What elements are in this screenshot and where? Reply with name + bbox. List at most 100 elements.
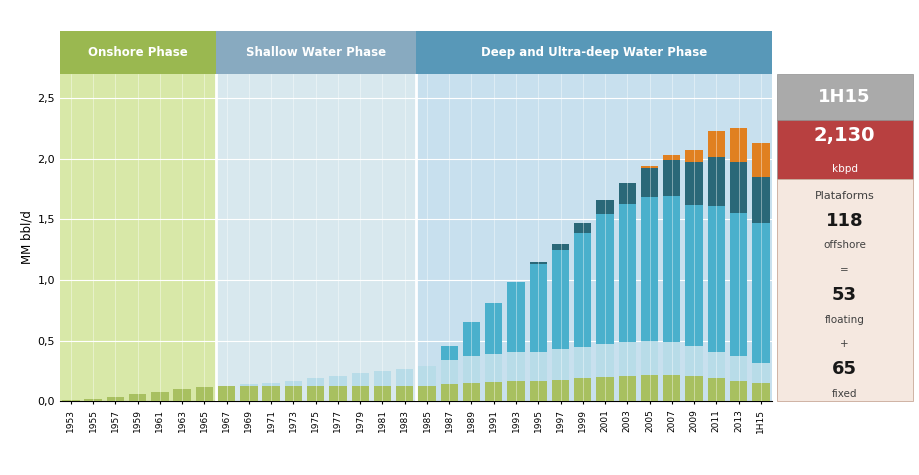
Bar <box>418 366 436 386</box>
Bar <box>415 31 772 74</box>
Bar <box>777 179 913 401</box>
Bar <box>551 244 569 250</box>
Bar <box>641 341 658 375</box>
Bar <box>686 376 703 401</box>
Text: =: = <box>840 265 849 275</box>
Bar <box>263 386 280 401</box>
Bar <box>777 120 913 179</box>
Bar <box>285 386 302 401</box>
Bar <box>529 352 547 381</box>
Text: 118: 118 <box>826 211 863 229</box>
Bar <box>352 386 369 401</box>
Bar <box>396 386 414 401</box>
Bar <box>777 74 913 120</box>
Bar <box>218 386 235 401</box>
Bar <box>596 200 614 214</box>
Bar <box>730 381 747 401</box>
Bar <box>352 373 369 386</box>
Bar <box>440 384 458 401</box>
Bar <box>618 183 636 203</box>
Bar <box>60 74 216 401</box>
Bar <box>307 386 324 401</box>
Text: 65: 65 <box>832 360 857 378</box>
Bar <box>107 397 124 401</box>
Text: offshore: offshore <box>823 240 866 250</box>
Bar <box>664 196 680 342</box>
Bar <box>551 380 569 401</box>
Bar <box>664 160 680 196</box>
Bar <box>216 31 416 74</box>
Bar <box>708 206 725 352</box>
Bar <box>551 250 569 349</box>
Bar <box>752 143 769 177</box>
Bar <box>730 128 747 162</box>
Bar <box>329 376 346 386</box>
Text: 1H15: 1H15 <box>818 87 871 105</box>
Bar <box>686 150 703 162</box>
Bar <box>708 131 725 157</box>
Text: kbpd: kbpd <box>832 164 857 174</box>
Bar <box>752 177 769 223</box>
Y-axis label: MM bbl/d: MM bbl/d <box>20 210 33 265</box>
Bar <box>440 345 458 360</box>
Bar <box>485 303 503 354</box>
Bar <box>463 383 480 401</box>
Bar <box>641 168 658 198</box>
Bar <box>730 356 747 381</box>
Bar <box>574 378 592 401</box>
Bar <box>374 386 391 401</box>
Bar <box>730 162 747 213</box>
Bar <box>463 356 480 383</box>
Bar <box>418 386 436 401</box>
Bar <box>752 383 769 401</box>
Bar <box>129 394 146 401</box>
Text: Onshore Phase: Onshore Phase <box>87 46 187 59</box>
Bar <box>596 344 614 377</box>
Bar <box>708 352 725 378</box>
Bar <box>574 347 592 378</box>
Bar <box>152 392 168 401</box>
Bar <box>307 378 324 386</box>
Bar <box>686 205 703 345</box>
Bar <box>507 381 525 401</box>
Text: +: + <box>840 340 849 350</box>
Text: 2,130: 2,130 <box>814 126 875 145</box>
Bar <box>285 381 302 386</box>
Text: 53: 53 <box>832 286 857 304</box>
Bar <box>574 223 592 233</box>
Bar <box>752 223 769 362</box>
Bar <box>196 387 213 401</box>
Bar <box>596 214 614 344</box>
Bar <box>415 74 772 401</box>
Bar <box>440 360 458 384</box>
Bar <box>730 213 747 356</box>
Bar <box>529 381 547 401</box>
Text: Plataforms: Plataforms <box>814 191 875 201</box>
Text: Shallow Water Phase: Shallow Water Phase <box>245 46 386 59</box>
Bar <box>641 198 658 341</box>
Bar <box>329 386 346 401</box>
Bar <box>60 31 216 74</box>
Bar <box>374 371 391 386</box>
Bar <box>463 323 480 356</box>
Bar <box>664 375 680 401</box>
Bar <box>664 342 680 375</box>
Bar <box>485 382 503 401</box>
Bar <box>686 345 703 376</box>
Bar <box>396 369 414 386</box>
Bar <box>240 386 257 401</box>
Bar <box>708 378 725 401</box>
Bar <box>240 384 257 386</box>
Bar <box>686 162 703 205</box>
Bar <box>529 264 547 352</box>
Bar <box>216 74 416 401</box>
Bar <box>574 233 592 347</box>
Bar <box>752 362 769 383</box>
Bar <box>485 354 503 382</box>
Bar <box>664 155 680 160</box>
Bar <box>618 203 636 342</box>
Bar <box>618 376 636 401</box>
Bar <box>596 377 614 401</box>
Text: floating: floating <box>824 314 865 324</box>
Bar <box>62 400 80 401</box>
